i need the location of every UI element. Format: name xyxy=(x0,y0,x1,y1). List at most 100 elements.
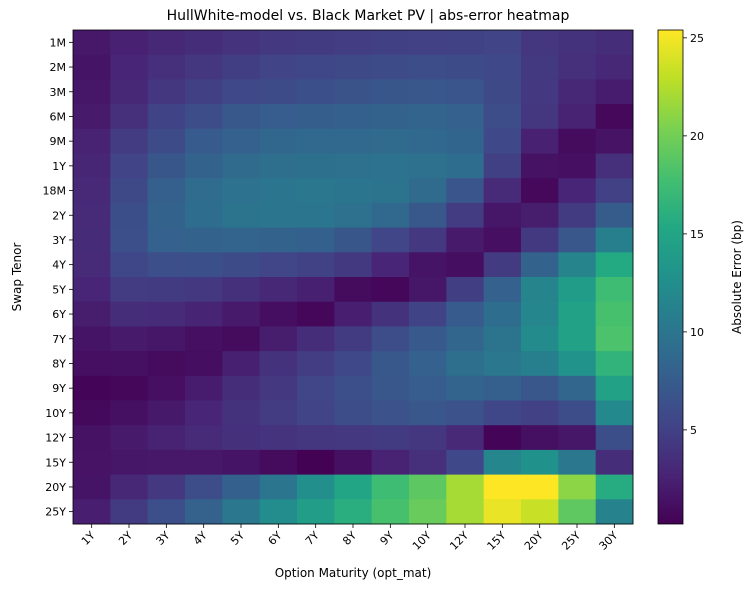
heatmap-cell xyxy=(73,400,111,426)
heatmap-cell xyxy=(110,227,149,253)
heatmap-cell xyxy=(297,153,335,179)
heatmap-cell xyxy=(446,277,485,303)
colorbar-tick-label: 10 xyxy=(690,326,704,339)
heatmap-cell xyxy=(558,375,597,401)
heatmap-cell xyxy=(259,227,298,253)
heatmap-cell xyxy=(147,178,186,204)
x-tick-label: 8Y xyxy=(340,529,359,548)
heatmap-cell xyxy=(371,499,410,525)
heatmap-cell xyxy=(185,202,223,228)
heatmap-cell xyxy=(521,375,559,401)
x-tick-label: 6Y xyxy=(266,529,285,548)
y-tick-label: 9Y xyxy=(52,382,66,395)
heatmap-cell xyxy=(334,128,373,154)
heatmap-cell xyxy=(185,153,223,179)
heatmap-cell xyxy=(595,277,634,303)
y-tick-label: 1M xyxy=(50,36,67,49)
heatmap-cell xyxy=(371,474,410,500)
heatmap-cell xyxy=(297,202,335,228)
y-tick-label: 18M xyxy=(43,185,67,198)
heatmap-cell xyxy=(446,227,485,253)
heatmap-cell xyxy=(521,499,559,525)
colorbar-tick-label: 20 xyxy=(690,130,704,143)
heatmap-cell xyxy=(446,449,485,475)
heatmap-cell xyxy=(558,449,597,475)
heatmap-cell xyxy=(371,79,410,105)
heatmap-cell xyxy=(446,326,485,352)
heatmap-cell xyxy=(147,202,186,228)
heatmap-cell xyxy=(371,425,410,451)
heatmap-cell xyxy=(558,79,597,105)
colorbar-ticks: 5 10 15 20 25 xyxy=(683,32,704,437)
heatmap-cell xyxy=(259,178,298,204)
heatmap-cell xyxy=(297,351,335,377)
y-tick-label: 8Y xyxy=(52,357,66,370)
heatmap-cell xyxy=(185,30,223,56)
heatmap-cell xyxy=(110,252,149,278)
x-tick-label: 5Y xyxy=(228,529,247,548)
x-tick-label: 2Y xyxy=(116,529,135,548)
heatmap-cell xyxy=(73,474,111,500)
heatmap-cell xyxy=(483,104,522,130)
heatmap-cell xyxy=(110,400,149,426)
heatmap-cell xyxy=(371,202,410,228)
heatmap-cell xyxy=(558,277,597,303)
y-tick-label: 20Y xyxy=(45,481,66,494)
x-tick-label: 7Y xyxy=(303,529,322,548)
heatmap-cell xyxy=(73,499,111,525)
heatmap-cell xyxy=(409,326,447,352)
heatmap-cell xyxy=(595,400,634,426)
heatmap-cell xyxy=(371,54,410,80)
heatmap-cell xyxy=(185,104,223,130)
heatmap-cell xyxy=(73,54,111,80)
heatmap-cell xyxy=(222,128,261,154)
heatmap-cell xyxy=(147,79,186,105)
heatmap-cell xyxy=(558,30,597,56)
y-tick-label: 4Y xyxy=(52,259,66,272)
heatmap-cell xyxy=(73,326,111,352)
heatmap-cell xyxy=(73,449,111,475)
heatmap-cell xyxy=(73,351,111,377)
heatmap-cell xyxy=(222,30,261,56)
heatmap-cell xyxy=(110,449,149,475)
heatmap-cell xyxy=(483,30,522,56)
heatmap-cell xyxy=(371,104,410,130)
heatmap-cell xyxy=(147,301,186,327)
heatmap-cell xyxy=(259,54,298,80)
heatmap-cell xyxy=(222,153,261,179)
heatmap-cell xyxy=(297,79,335,105)
heatmap-cell xyxy=(595,202,634,228)
y-tick-label: 3M xyxy=(50,86,67,99)
heatmap-cell xyxy=(595,79,634,105)
heatmap-cell xyxy=(73,277,111,303)
heatmap-cell xyxy=(110,202,149,228)
heatmap-cell xyxy=(371,227,410,253)
heatmap-cell xyxy=(147,128,186,154)
heatmap-cell xyxy=(595,449,634,475)
heatmap-cell xyxy=(483,425,522,451)
heatmap-cell xyxy=(297,128,335,154)
heatmap-cell xyxy=(483,178,522,204)
heatmap-cell xyxy=(110,351,149,377)
heatmap-cell xyxy=(259,499,298,525)
heatmap-cell xyxy=(409,104,447,130)
heatmap-cell xyxy=(409,474,447,500)
heatmap-cell xyxy=(297,400,335,426)
colorbar xyxy=(657,29,684,525)
heatmap-cell xyxy=(446,301,485,327)
heatmap-cell xyxy=(595,54,634,80)
heatmap-cell xyxy=(222,104,261,130)
heatmap-cell xyxy=(409,351,447,377)
colorbar-tick-label: 5 xyxy=(690,424,697,437)
heatmap-cell xyxy=(521,449,559,475)
heatmap-cell xyxy=(222,227,261,253)
y-tick-label: 9M xyxy=(50,135,67,148)
heatmap-cell xyxy=(558,128,597,154)
heatmap-cell xyxy=(147,227,186,253)
heatmap-cell xyxy=(521,301,559,327)
heatmap-cell xyxy=(446,474,485,500)
x-axis-label: Option Maturity (opt_mat) xyxy=(275,566,432,580)
heatmap-cell xyxy=(147,326,186,352)
heatmap-cell xyxy=(521,400,559,426)
heatmap-cell xyxy=(147,153,186,179)
